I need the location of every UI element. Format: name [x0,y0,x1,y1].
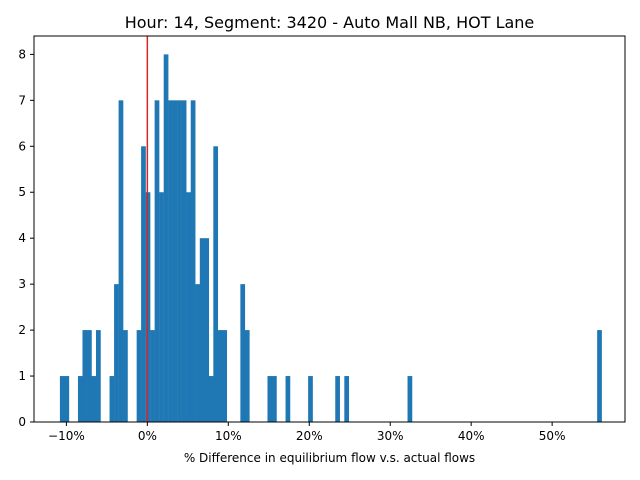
histogram-bar [272,376,277,422]
histogram-bar [59,376,65,422]
x-axis-label: % Difference in equilibrium flow v.s. ac… [184,451,475,465]
y-tick-label: 2 [18,323,26,337]
histogram-bar [186,192,192,422]
histogram-bar [87,330,92,422]
histogram-bar [213,146,219,423]
histogram-bar [168,100,173,422]
y-tick-label: 7 [18,93,26,107]
histogram-bar [154,100,160,422]
histogram-bar [150,330,155,422]
y-tick-label: 3 [18,277,26,291]
histogram-bar [123,330,128,422]
y-axis-ticks: 0 1 2 3 4 5 6 7 8 [18,47,34,429]
x-axis-ticks: −10% 0% 10% 20% 30% 40% 50% [48,422,565,443]
histogram-bar [335,376,340,422]
histogram-bar [114,284,119,422]
histogram-bar [64,376,70,422]
x-tick-label: 30% [377,429,404,443]
histogram-bar [163,54,169,422]
histogram-bar [204,238,210,422]
x-tick-label: 50% [539,429,566,443]
y-tick-label: 6 [18,139,26,153]
x-tick-label: 10% [215,429,242,443]
histogram-bar [109,376,115,422]
histogram-bar [285,376,291,422]
y-tick-label: 8 [18,47,26,61]
y-tick-label: 0 [18,415,26,429]
histogram-bar [267,376,273,422]
histogram-bar [344,376,350,422]
histogram-bar [222,330,228,422]
plot-frame [33,35,626,423]
histogram-bar [208,376,214,422]
x-tick-label: 40% [458,429,485,443]
x-tick-label: 0% [138,429,157,443]
histogram-bar [244,330,250,422]
histogram-bar [82,330,88,422]
histogram-bar [177,100,182,422]
x-tick-label: −10% [48,429,85,443]
y-tick-label: 4 [18,231,26,245]
chart-title: Hour: 14, Segment: 3420 - Auto Mall NB, … [125,13,535,32]
y-tick-label: 1 [18,369,26,383]
histogram-bar [190,100,196,422]
histogram-bar [172,100,178,422]
histogram-bar [195,284,200,422]
histogram-bar [199,238,205,422]
histogram-bar [118,100,124,422]
histogram-bar [181,100,187,422]
y-tick-label: 5 [18,185,26,199]
histogram-bar [77,376,83,422]
histogram-bar [91,376,97,422]
histogram-bar [407,376,413,422]
bars-group [59,54,602,423]
x-tick-label: 20% [296,429,323,443]
histogram-bar [136,330,142,422]
histogram-bar [217,330,223,422]
histogram-bar [141,146,146,423]
histogram-bar [159,192,164,422]
histogram-bar [96,330,101,422]
histogram-bar [308,376,313,422]
histogram-bar [240,284,246,422]
histogram-bar [597,330,602,422]
